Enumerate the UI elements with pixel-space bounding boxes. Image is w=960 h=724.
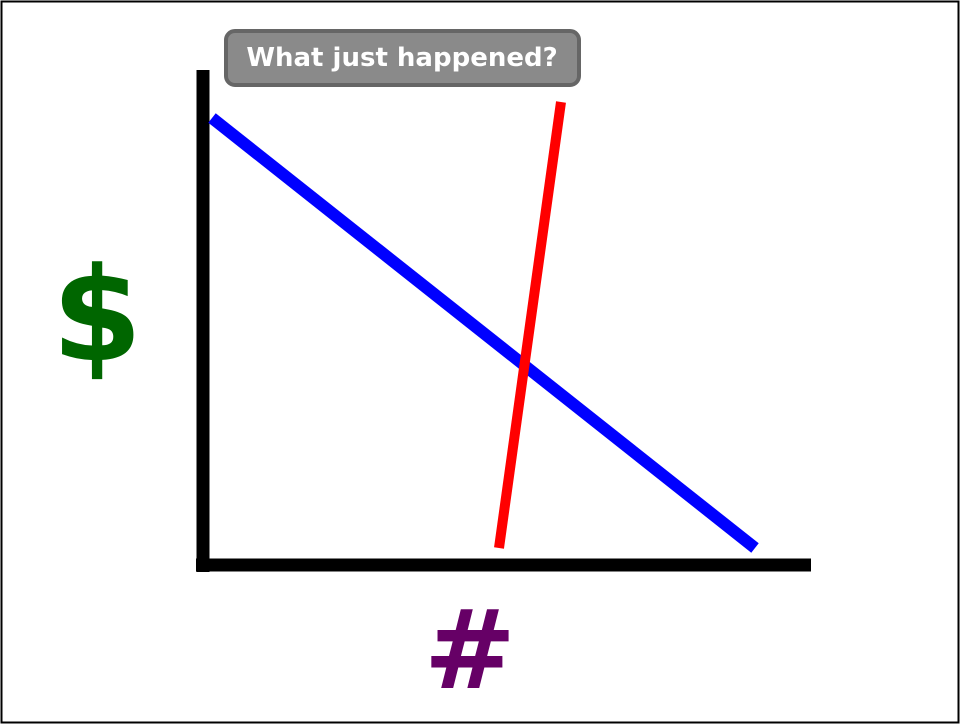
button-background[interactable] [224, 29, 581, 87]
demand-line [208, 113, 759, 553]
button[interactable]: What just happened? [224, 29, 581, 87]
button-label[interactable]: What just happened? [246, 43, 557, 73]
x-axis-label: # [424, 586, 516, 714]
y-axis-label: $ [52, 239, 142, 391]
supply-line [494, 101, 566, 549]
